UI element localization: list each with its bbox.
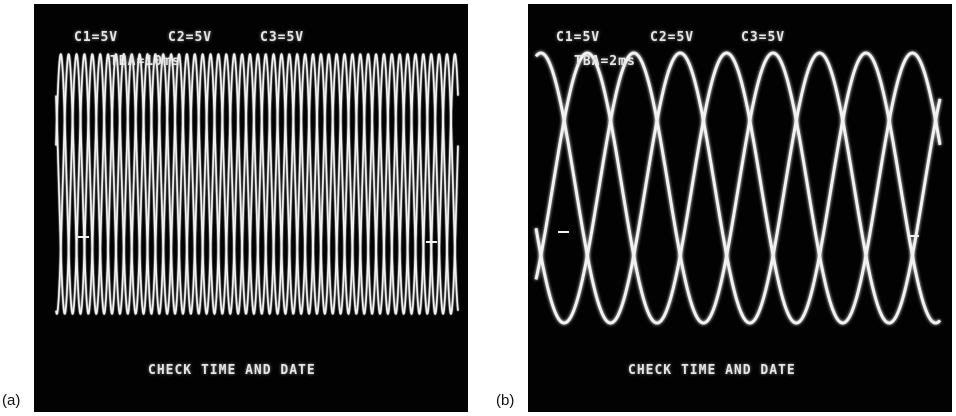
channel-1-scale: C1=5V (556, 30, 601, 45)
status-message: CHECK TIME AND DATE (628, 363, 796, 378)
phase-1-trace (534, 51, 942, 325)
panel-b-label: (b) (496, 392, 515, 409)
channel-2-scale: C2=5V (650, 30, 695, 45)
channel-2-scale: C2=5V (168, 30, 213, 45)
phase-2-trace (534, 51, 942, 325)
phase-1-trace (55, 53, 459, 315)
channel-3-scale: C3=5V (741, 30, 786, 45)
phase-3-trace (55, 53, 459, 315)
status-message: CHECK TIME AND DATE (148, 363, 316, 378)
channel-1-scale: C1=5V (74, 30, 119, 45)
timebase-readout: TBA=10ms (110, 54, 181, 69)
waveform-plot-a (55, 53, 459, 315)
timebase-readout: TBA=2ms (574, 54, 636, 69)
phase-3-trace (534, 51, 942, 325)
phase-2-trace (55, 53, 459, 315)
oscilloscope-screen-a: C1=5V C2=5V C3=5V TBA=10ms CHECK TIME AN… (34, 4, 468, 412)
waveform-plot-b (534, 51, 942, 325)
oscilloscope-screen-b: C1=5V C2=5V C3=5V TBA=2ms CHECK TIME AND… (528, 4, 952, 412)
panel-a-label: (a) (2, 392, 21, 409)
channel-3-scale: C3=5V (260, 30, 305, 45)
